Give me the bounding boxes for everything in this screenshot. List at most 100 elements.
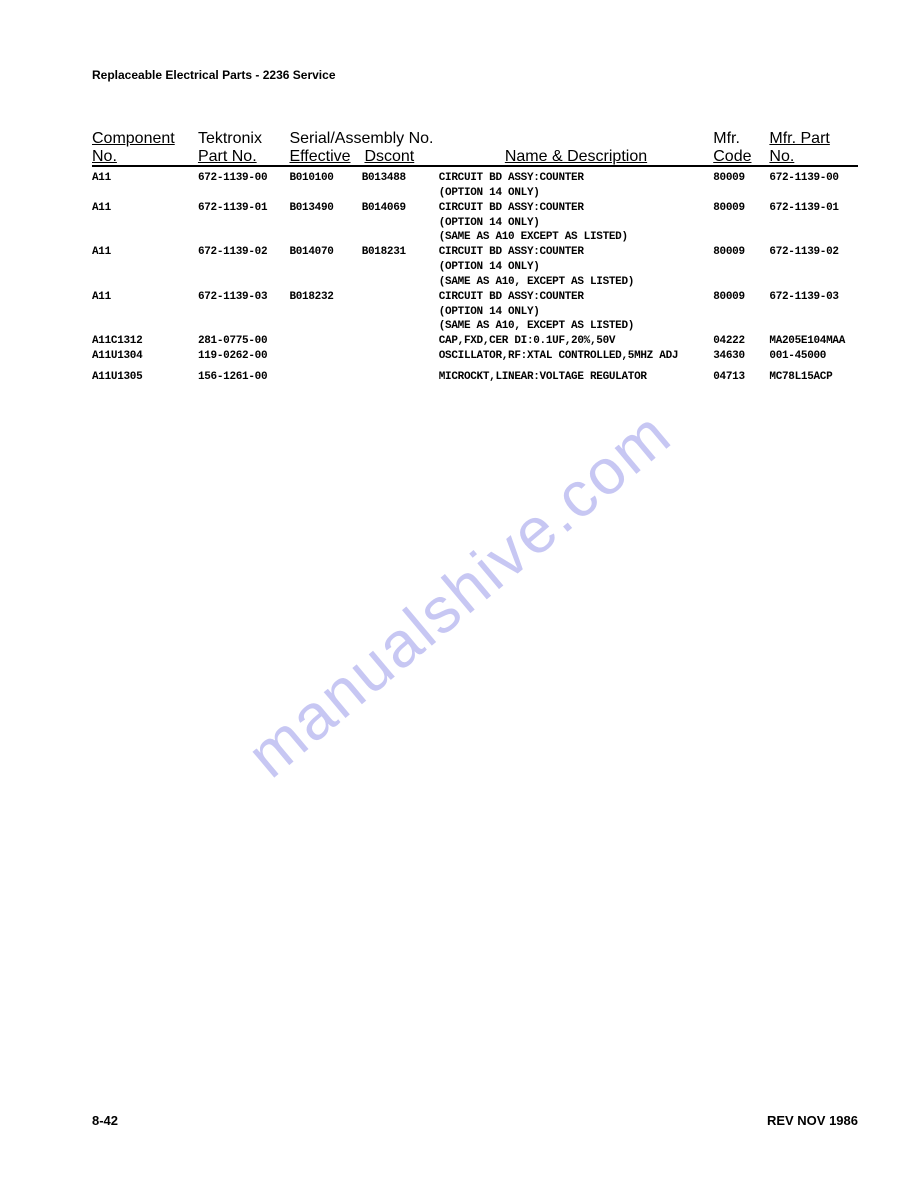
cell-component: A11	[92, 245, 198, 260]
cell-effective	[289, 319, 361, 334]
table-row: A11672-1139-00B010100B013488CIRCUIT BD A…	[92, 171, 858, 186]
cell-mfrpart	[761, 230, 858, 245]
cell-name: CAP,FXD,CER DI:0.1UF,20%,50V	[439, 334, 714, 349]
cell-dscont: B018231	[362, 245, 439, 260]
cell-name: CIRCUIT BD ASSY:COUNTER	[439, 201, 714, 216]
cell-effective	[289, 334, 361, 349]
cell-component	[92, 319, 198, 334]
cell-mfr: 80009	[713, 201, 761, 216]
table-row: (SAME AS A10, EXCEPT AS LISTED)	[92, 275, 858, 290]
cell-effective: B014070	[289, 245, 361, 260]
cell-component: A11	[92, 290, 198, 305]
page-title: Replaceable Electrical Parts - 2236 Serv…	[92, 68, 858, 82]
cell-dscont	[362, 230, 439, 245]
col-part: Tektronix Part No.	[198, 130, 290, 166]
table-row: (OPTION 14 ONLY)	[92, 186, 858, 201]
cell-dscont	[362, 305, 439, 320]
col-mfr: Mfr. Code	[713, 130, 761, 166]
col-code: Code	[713, 148, 761, 166]
cell-mfrpart: 001-45000	[761, 349, 858, 364]
page-number: 8-42	[92, 1113, 118, 1128]
cell-name: CIRCUIT BD ASSY:COUNTER	[439, 245, 714, 260]
cell-mfr: 80009	[713, 290, 761, 305]
cell-effective	[289, 260, 361, 275]
cell-part: 281-0775-00	[198, 334, 290, 349]
cell-dscont: B013488	[362, 171, 439, 186]
table-row: (OPTION 14 ONLY)	[92, 260, 858, 275]
cell-effective: B018232	[289, 290, 361, 305]
cell-mfr	[713, 275, 761, 290]
table-row: (SAME AS A10 EXCEPT AS LISTED)	[92, 230, 858, 245]
col-mfr-top: Mfr.	[713, 130, 761, 148]
cell-name: (OPTION 14 ONLY)	[439, 216, 714, 231]
col-effective: Effective	[289, 148, 364, 166]
cell-part: 156-1261-00	[198, 370, 290, 385]
cell-dscont	[362, 216, 439, 231]
cell-mfr: 04713	[713, 370, 761, 385]
cell-name: MICROCKT,LINEAR:VOLTAGE REGULATOR	[439, 370, 714, 385]
col-part-bottom: Part No.	[198, 148, 290, 166]
cell-dscont	[362, 349, 439, 364]
cell-effective	[289, 216, 361, 231]
cell-effective	[289, 305, 361, 320]
cell-component: A11	[92, 171, 198, 186]
table-row: A11C1312281-0775-00 CAP,FXD,CER DI:0.1UF,…	[92, 334, 858, 349]
page-footer: 8-42 REV NOV 1986	[92, 1113, 858, 1128]
cell-mfr	[713, 186, 761, 201]
cell-mfrpart: MA205E104MAA	[761, 334, 858, 349]
cell-part: 119-0262-00	[198, 349, 290, 364]
col-component: Component No.	[92, 130, 198, 166]
cell-effective	[289, 370, 361, 385]
cell-effective: B013490	[289, 201, 361, 216]
document-page: Replaceable Electrical Parts - 2236 Serv…	[0, 0, 918, 1188]
cell-component: A11U1305	[92, 370, 198, 385]
cell-mfr: 04222	[713, 334, 761, 349]
col-mfrpart: Mfr. Part No.	[761, 130, 858, 166]
cell-name: (OPTION 14 ONLY)	[439, 186, 714, 201]
cell-part	[198, 260, 290, 275]
cell-mfrpart	[761, 275, 858, 290]
cell-part	[198, 216, 290, 231]
cell-dscont: B014069	[362, 201, 439, 216]
cell-mfr	[713, 260, 761, 275]
col-serial-top: Serial/Assembly No.	[289, 130, 438, 148]
table-row: (OPTION 14 ONLY)	[92, 305, 858, 320]
cell-part	[198, 275, 290, 290]
cell-name: (SAME AS A10, EXCEPT AS LISTED)	[439, 319, 714, 334]
cell-mfrpart: 672-1139-03	[761, 290, 858, 305]
cell-component: A11	[92, 201, 198, 216]
cell-name: (SAME AS A10, EXCEPT AS LISTED)	[439, 275, 714, 290]
table-row: (SAME AS A10, EXCEPT AS LISTED)	[92, 319, 858, 334]
cell-name: (OPTION 14 ONLY)	[439, 305, 714, 320]
cell-dscont	[362, 186, 439, 201]
table-row: A11U1305156-1261-00 MICROCKT,LINEAR:VOLTA…	[92, 370, 858, 385]
revision-date: REV NOV 1986	[767, 1113, 858, 1128]
cell-mfrpart	[761, 260, 858, 275]
cell-dscont	[362, 334, 439, 349]
cell-mfr	[713, 216, 761, 231]
table-body: A11672-1139-00B010100B013488CIRCUIT BD A…	[92, 171, 858, 385]
cell-component: A11U1304	[92, 349, 198, 364]
cell-part: 672-1139-02	[198, 245, 290, 260]
cell-mfr: 80009	[713, 171, 761, 186]
table-row: A11 672-1139-01 B013490B014069CIRCUIT BD A…	[92, 201, 858, 216]
cell-dscont	[362, 319, 439, 334]
cell-part: 672-1139-00	[198, 171, 290, 186]
table-row: A11U1304119-0262-00OSCILLATOR,RF:XTAL CO…	[92, 349, 858, 364]
col-serial-sub: Effective Dscont	[289, 148, 438, 166]
cell-component	[92, 275, 198, 290]
col-serial: Serial/Assembly No. Effective Dscont	[289, 130, 438, 166]
cell-mfr: 80009	[713, 245, 761, 260]
cell-mfrpart: 672-1139-00	[761, 171, 858, 186]
cell-name: (OPTION 14 ONLY)	[439, 260, 714, 275]
cell-effective	[289, 275, 361, 290]
col-dscont: Dscont	[364, 148, 434, 166]
cell-part	[198, 319, 290, 334]
cell-part	[198, 230, 290, 245]
cell-mfrpart: 672-1139-01	[761, 201, 858, 216]
cell-component	[92, 216, 198, 231]
cell-mfr	[713, 319, 761, 334]
cell-component	[92, 230, 198, 245]
table-header-row: Component No. Tektronix Part No. Serial/…	[92, 130, 858, 166]
cell-component: A11C1312	[92, 334, 198, 349]
